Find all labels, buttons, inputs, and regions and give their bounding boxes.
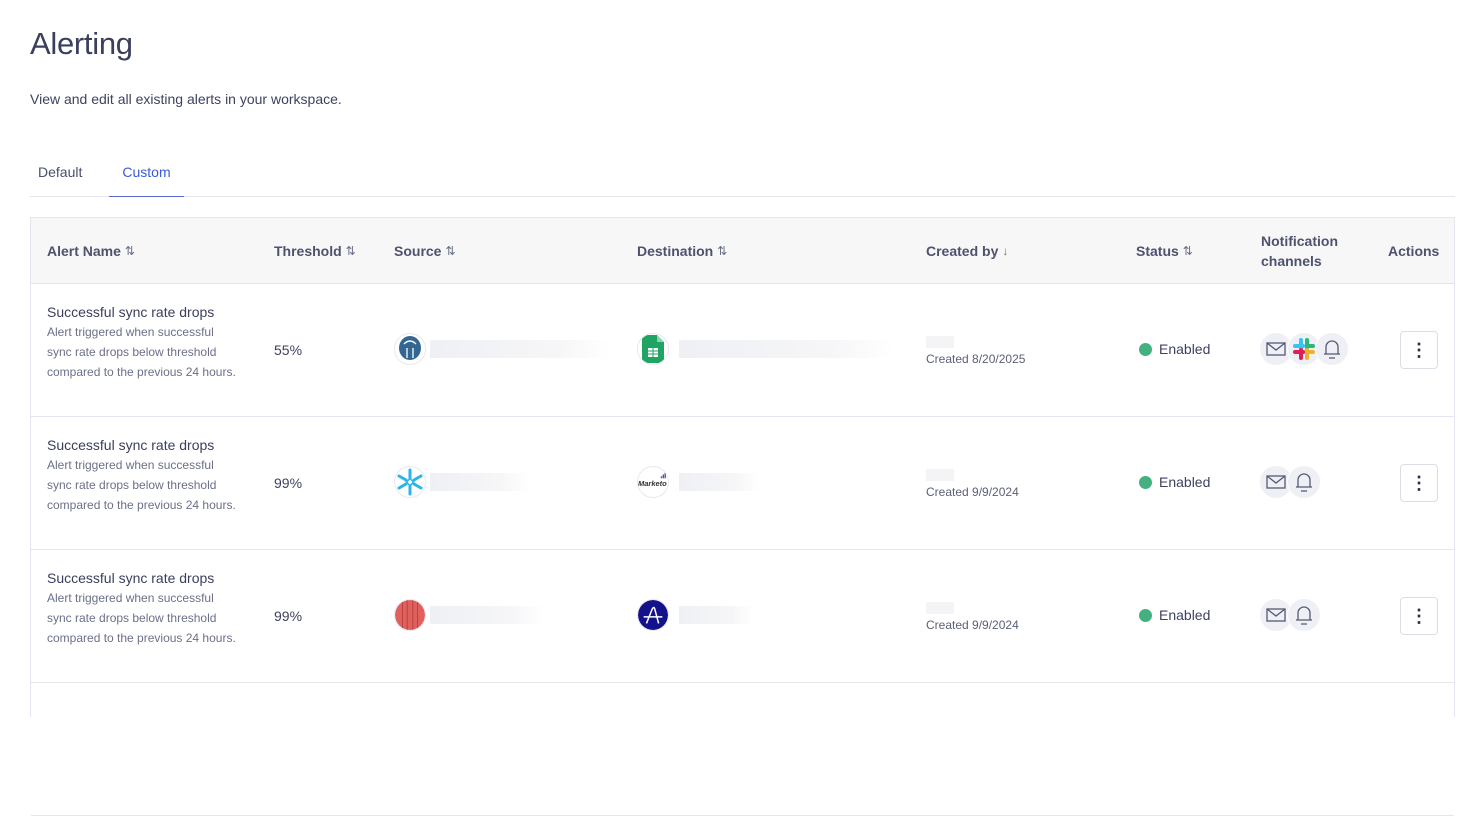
in-app-bell-icon (1315, 332, 1349, 366)
created-by-cell: Created 9/9/2024 (926, 469, 1019, 499)
threshold-value: 55% (274, 342, 303, 358)
more-vertical-icon: ⋮ (1410, 472, 1428, 493)
marketo-logo-text: Marketo (638, 479, 667, 488)
col-destination[interactable]: Destination ⇅ (637, 218, 727, 284)
table-header: Alert Name ⇅ Threshold ⇅ Source ⇅ Destinati… (31, 218, 1454, 284)
amplitude-icon (637, 599, 669, 631)
col-created-by[interactable]: Created by ↓ (926, 218, 1008, 284)
created-by-cell: Created 9/9/2024 (926, 602, 1019, 632)
marketo-icon: Marketo (637, 466, 669, 498)
status-badge: Enabled (1139, 474, 1210, 490)
source-name-redacted (430, 473, 530, 491)
more-vertical-icon: ⋮ (1410, 339, 1428, 360)
notification-channels (1259, 598, 1321, 632)
table-row[interactable]: Successful sync rate drops Alert trigger… (31, 417, 1454, 550)
alert-description: Alert triggered when successful sync rat… (47, 325, 236, 379)
status-dot-icon (1139, 608, 1152, 622)
creator-redacted (926, 602, 954, 614)
source-name-redacted (430, 606, 545, 624)
col-label: Source (394, 243, 442, 259)
alert-name[interactable]: Successful sync rate drops (47, 304, 215, 320)
threshold-value: 99% (274, 475, 303, 491)
alert-description: Alert triggered when successful sync rat… (47, 591, 236, 645)
created-date: Created 8/20/2025 (926, 352, 1026, 366)
threshold-value: 99% (274, 608, 303, 624)
col-notification-channels: Notification channels (1261, 233, 1338, 269)
col-actions: Actions (1388, 243, 1440, 259)
status-badge: Enabled (1139, 607, 1210, 623)
col-alert-name[interactable]: Alert Name ⇅ (47, 218, 135, 284)
sort-icon: ⇅ (1182, 244, 1193, 258)
col-label: Threshold (274, 243, 342, 259)
tab-custom[interactable]: Custom (109, 156, 184, 197)
sort-icon: ⇅ (445, 244, 456, 258)
row-actions-button[interactable]: ⋮ (1400, 331, 1438, 369)
alert-name[interactable]: Successful sync rate drops (47, 570, 215, 586)
table-row[interactable]: Successful sync rate drops Alert trigger… (31, 284, 1454, 417)
creator-redacted (926, 336, 954, 348)
created-date: Created 9/9/2024 (926, 618, 1019, 632)
alerts-table: Alert Name ⇅ Threshold ⇅ Source ⇅ Destinati… (30, 217, 1455, 816)
sort-icon: ⇅ (345, 244, 356, 258)
slack-icon (1287, 332, 1321, 366)
table-row[interactable] (31, 683, 1454, 816)
status-badge: Enabled (1139, 341, 1210, 357)
col-status[interactable]: Status ⇅ (1136, 218, 1193, 284)
tab-default[interactable]: Default (38, 164, 83, 180)
destination-cell: Marketo (637, 466, 759, 498)
creator-redacted (926, 469, 954, 481)
snowflake-icon (394, 466, 426, 498)
status-label: Enabled (1159, 607, 1211, 623)
created-date: Created 9/9/2024 (926, 485, 1019, 499)
source-name-redacted (430, 340, 610, 358)
page-title: Alerting (30, 26, 133, 61)
col-label: Status (1136, 243, 1179, 259)
col-threshold[interactable]: Threshold ⇅ (274, 218, 356, 284)
in-app-bell-icon (1287, 598, 1321, 632)
source-cell (394, 333, 610, 365)
status-dot-icon (1139, 342, 1152, 356)
col-label: Alert Name (47, 243, 121, 259)
source-cell (394, 599, 545, 631)
alert-name-cell: Successful sync rate drops Alert trigger… (47, 435, 237, 515)
notification-channels (1259, 332, 1349, 366)
status-dot-icon (1139, 475, 1152, 489)
google-sheets-icon (637, 333, 669, 365)
in-app-bell-icon (1287, 465, 1321, 499)
alert-name-cell: Successful sync rate drops Alert trigger… (47, 568, 237, 648)
page-subtitle: View and edit all existing alerts in you… (30, 91, 342, 107)
notification-channels (1259, 465, 1321, 499)
destination-cell (637, 599, 754, 631)
table-row[interactable]: Successful sync rate drops Alert trigger… (31, 550, 1454, 683)
destination-name-redacted (679, 340, 894, 358)
amazon-redshift-icon (394, 599, 426, 631)
status-label: Enabled (1159, 474, 1211, 490)
more-vertical-icon: ⋮ (1410, 605, 1428, 626)
source-cell (394, 466, 530, 498)
alert-description: Alert triggered when successful sync rat… (47, 458, 236, 512)
col-label: Destination (637, 243, 714, 259)
sort-icon: ⇅ (717, 244, 728, 258)
created-by-cell: Created 8/20/2025 (926, 336, 1025, 366)
sort-desc-icon: ↓ (1002, 244, 1009, 258)
row-actions-button[interactable]: ⋮ (1400, 464, 1438, 502)
status-label: Enabled (1159, 341, 1211, 357)
row-actions-button[interactable]: ⋮ (1400, 597, 1438, 635)
sort-icon: ⇅ (124, 244, 135, 258)
postgresql-icon (394, 333, 426, 365)
alert-name-cell: Successful sync rate drops Alert trigger… (47, 302, 237, 382)
destination-cell (637, 333, 894, 365)
destination-name-redacted (679, 606, 754, 624)
col-label: Created by (926, 243, 999, 259)
destination-name-redacted (679, 473, 759, 491)
alert-name[interactable]: Successful sync rate drops (47, 437, 215, 453)
col-source[interactable]: Source ⇅ (394, 218, 456, 284)
tabs: Default Custom (30, 156, 1455, 197)
email-icon (1259, 332, 1293, 366)
